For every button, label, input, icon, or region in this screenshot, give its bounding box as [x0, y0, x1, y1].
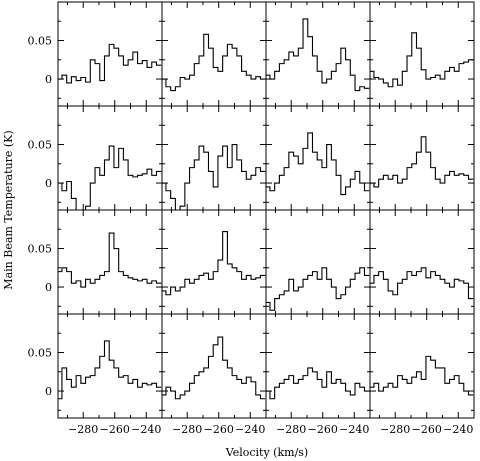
x-tick-label: −240: [131, 423, 161, 436]
x-tick-label: −260: [204, 423, 234, 436]
x-tick-label: −240: [235, 423, 265, 436]
spectrum-panel-11: [265, 209, 371, 315]
spectrum-line: [162, 33, 266, 92]
spectrum-panel-7: [265, 105, 371, 211]
spectrum-panel-2: [161, 1, 267, 107]
spectrum-panel-15: [265, 313, 371, 419]
y-tick-label: 0.05: [28, 243, 53, 256]
x-tick-label: −280: [172, 423, 202, 436]
panel-frame: [161, 105, 267, 211]
panel-frame: [161, 313, 267, 419]
spectrum-panel-14: [161, 313, 267, 419]
y-tick-label: 0: [45, 177, 52, 190]
y-tick-label: 0: [45, 73, 52, 86]
spectrum-line: [58, 145, 162, 211]
panel-frame: [265, 105, 371, 211]
panel-frame: [57, 209, 163, 315]
y-tick-label: 0.05: [28, 347, 53, 360]
spectrum-line: [58, 232, 162, 288]
panel-frame: [57, 105, 163, 211]
spectrum-panel-4: [369, 1, 475, 107]
spectrum-line: [266, 132, 370, 196]
spectrum-line: [266, 267, 370, 311]
panel-frame: [161, 209, 267, 315]
spectrum-panel-6: [161, 105, 267, 211]
spectrum-line: [370, 136, 474, 188]
spectrum-line: [162, 336, 266, 400]
panel-frame: [369, 1, 475, 107]
x-axis-label: Velocity (km/s): [225, 446, 308, 459]
spectrum-panel-8: [369, 105, 475, 211]
panel-frame: [369, 105, 475, 211]
spectrum-panel-16: [369, 313, 475, 419]
spectrum-panel-5: [57, 105, 163, 211]
panel-group: [57, 1, 475, 419]
y-tick-labels: 0 0.05 0 0.05 0 0.05 0 0.05: [28, 35, 53, 399]
y-tick-label: 0: [45, 281, 52, 294]
spectrum-panel-12: [369, 209, 475, 315]
panel-frame: [265, 313, 371, 419]
panel-frame: [265, 209, 371, 315]
y-tick-label: 0.05: [28, 35, 53, 48]
spectrum-line: [370, 355, 474, 396]
spectrum-line: [162, 143, 266, 211]
spectrum-line: [266, 18, 370, 92]
panel-frame: [57, 313, 163, 419]
spectrum-line: [370, 267, 474, 300]
panel-frame: [161, 1, 267, 107]
x-tick-label: −260: [100, 423, 130, 436]
spectrum-panel-1: [57, 1, 163, 107]
x-tick-label: −260: [412, 423, 442, 436]
x-tick-label: −240: [443, 423, 473, 436]
x-tick-label: −260: [308, 423, 338, 436]
y-tick-label: 0: [45, 385, 52, 398]
panel-frame: [265, 1, 371, 107]
y-axis-label: Main Beam Temperature (K): [2, 130, 15, 289]
spectrum-panel-13: [57, 313, 163, 419]
spectrum-panel-3: [265, 1, 371, 107]
spectrum-line: [58, 43, 162, 84]
panel-frame: [369, 209, 475, 315]
x-tick-label: −280: [68, 423, 98, 436]
x-tick-label: −280: [276, 423, 306, 436]
x-tick-label: −240: [339, 423, 369, 436]
panel-frame: [369, 313, 475, 419]
spectrum-line: [266, 367, 370, 400]
spectrum-panel-10: [161, 209, 267, 315]
x-tick-labels: −280 −260 −240 −280 −260 −240 −280 −260 −240 −280…: [68, 423, 473, 436]
y-tick-label: 0.05: [28, 139, 53, 152]
spectrum-line: [58, 340, 162, 400]
spectrum-line: [162, 231, 266, 296]
x-tick-label: −280: [380, 423, 410, 436]
panel-frame: [57, 1, 163, 107]
spectrum-panel-9: [57, 209, 163, 315]
spectrum-line: [370, 32, 474, 88]
